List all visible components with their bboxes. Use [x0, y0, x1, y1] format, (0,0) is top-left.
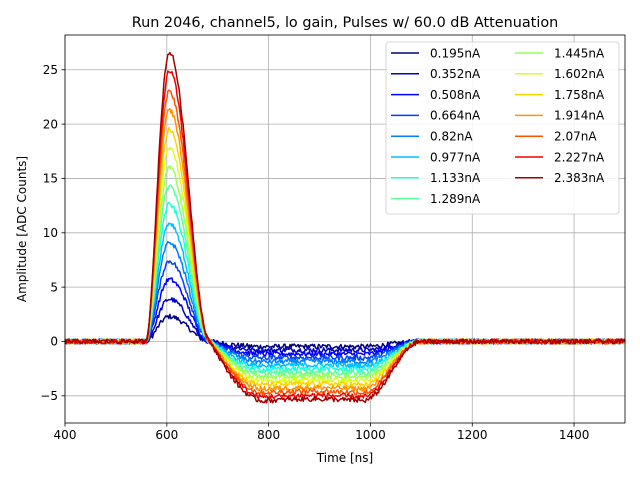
legend-label: 1.758nA: [554, 88, 605, 102]
legend-label: 1.914nA: [554, 109, 605, 123]
y-tick-label: 25: [43, 63, 58, 77]
series-line: [64, 51, 626, 404]
y-axis-label: Amplitude [ADC Counts]: [15, 156, 29, 302]
legend-label: 1.602nA: [554, 67, 605, 81]
x-tick-label: 1000: [355, 428, 386, 442]
legend-label: 1.289nA: [430, 192, 481, 206]
plot-frame: [64, 34, 626, 424]
legend-label: 2.383nA: [554, 171, 605, 185]
legend-label: 0.195nA: [430, 46, 481, 60]
x-tick-label: 1200: [457, 428, 488, 442]
y-tick-label: 20: [43, 117, 58, 131]
legend-label: 1.133nA: [430, 171, 481, 185]
y-axis: −5 0 5 10 15 20 25: [40, 63, 65, 403]
legend-label: 2.07nA: [554, 130, 597, 144]
x-axis: 400 600 800 1000 1200 1400: [54, 423, 590, 442]
legend: 0.195nA 0.352nA 0.508nA 0.664nA 0.82nA 0.977n…: [385, 41, 620, 215]
chart-title: Run 2046, channel5, lo gain, Pulses w/ 6…: [132, 15, 559, 31]
legend-label: 0.664nA: [430, 109, 481, 123]
legend-label: 0.508nA: [430, 88, 481, 102]
y-tick-label: −5: [40, 389, 58, 403]
legend-label: 0.82nA: [430, 130, 473, 144]
y-tick-label: 0: [50, 335, 58, 349]
x-tick-label: 800: [257, 428, 280, 442]
legend-label: 0.977nA: [430, 150, 481, 164]
legend-label: 2.227nA: [554, 150, 605, 164]
legend-label: 0.352nA: [430, 67, 481, 81]
x-axis-label: Time [ns]: [316, 451, 373, 465]
x-tick-label: 400: [54, 428, 77, 442]
x-tick-label: 1400: [559, 428, 590, 442]
series-lines: [64, 51, 626, 404]
y-tick-label: 5: [50, 280, 58, 294]
y-tick-label: 15: [43, 172, 58, 186]
legend-frame: [385, 41, 620, 215]
legend-label: 1.445nA: [554, 46, 605, 60]
y-tick-label: 10: [43, 226, 58, 240]
x-tick-label: 600: [155, 428, 178, 442]
